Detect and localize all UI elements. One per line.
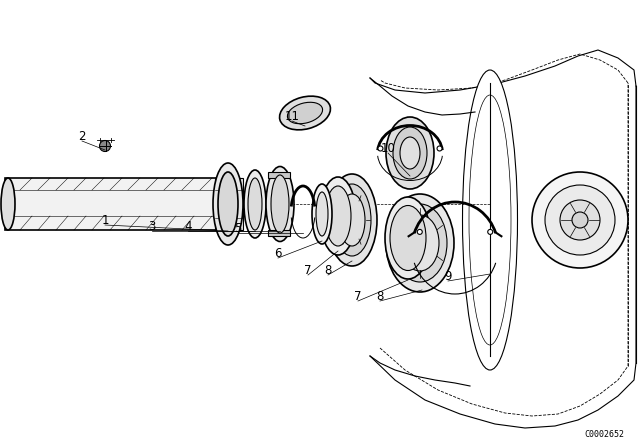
Ellipse shape bbox=[244, 170, 266, 238]
Ellipse shape bbox=[1, 178, 15, 230]
Text: C0002652: C0002652 bbox=[584, 430, 624, 439]
Text: 8: 8 bbox=[324, 263, 332, 276]
Bar bbox=[5, 178, 220, 230]
Circle shape bbox=[378, 146, 383, 151]
Text: 1: 1 bbox=[101, 214, 109, 227]
Circle shape bbox=[99, 141, 111, 151]
Ellipse shape bbox=[248, 178, 262, 230]
Ellipse shape bbox=[327, 174, 377, 266]
Ellipse shape bbox=[280, 96, 330, 130]
Text: 9: 9 bbox=[444, 270, 452, 283]
Bar bbox=[268, 172, 290, 178]
Bar bbox=[215, 178, 243, 230]
Text: 2: 2 bbox=[78, 129, 86, 142]
Ellipse shape bbox=[385, 197, 431, 279]
Bar bbox=[268, 230, 290, 236]
Ellipse shape bbox=[386, 194, 454, 292]
Text: 6: 6 bbox=[275, 246, 282, 259]
Circle shape bbox=[488, 229, 493, 234]
Ellipse shape bbox=[393, 127, 427, 179]
Circle shape bbox=[417, 229, 422, 234]
Ellipse shape bbox=[390, 206, 426, 271]
Ellipse shape bbox=[339, 194, 365, 246]
Text: 7: 7 bbox=[355, 289, 362, 302]
Ellipse shape bbox=[401, 215, 439, 271]
Ellipse shape bbox=[400, 137, 420, 169]
Circle shape bbox=[437, 146, 442, 151]
Ellipse shape bbox=[325, 186, 351, 246]
Ellipse shape bbox=[218, 172, 238, 236]
Text: 3: 3 bbox=[148, 220, 156, 233]
Text: 8: 8 bbox=[376, 289, 384, 302]
Ellipse shape bbox=[333, 184, 371, 256]
Text: 4: 4 bbox=[184, 220, 192, 233]
Ellipse shape bbox=[320, 177, 356, 255]
Ellipse shape bbox=[271, 175, 289, 233]
Text: 11: 11 bbox=[285, 109, 300, 122]
Ellipse shape bbox=[213, 163, 243, 245]
Text: 7: 7 bbox=[304, 263, 312, 276]
Circle shape bbox=[560, 200, 600, 240]
Ellipse shape bbox=[463, 70, 518, 370]
Ellipse shape bbox=[266, 167, 294, 241]
Text: 10: 10 bbox=[381, 142, 396, 155]
Ellipse shape bbox=[393, 204, 447, 282]
Ellipse shape bbox=[386, 117, 434, 189]
Circle shape bbox=[532, 172, 628, 268]
Circle shape bbox=[545, 185, 615, 255]
Ellipse shape bbox=[287, 102, 323, 124]
Circle shape bbox=[572, 212, 588, 228]
Ellipse shape bbox=[312, 184, 332, 244]
Text: 5: 5 bbox=[234, 221, 242, 234]
Ellipse shape bbox=[316, 192, 328, 236]
